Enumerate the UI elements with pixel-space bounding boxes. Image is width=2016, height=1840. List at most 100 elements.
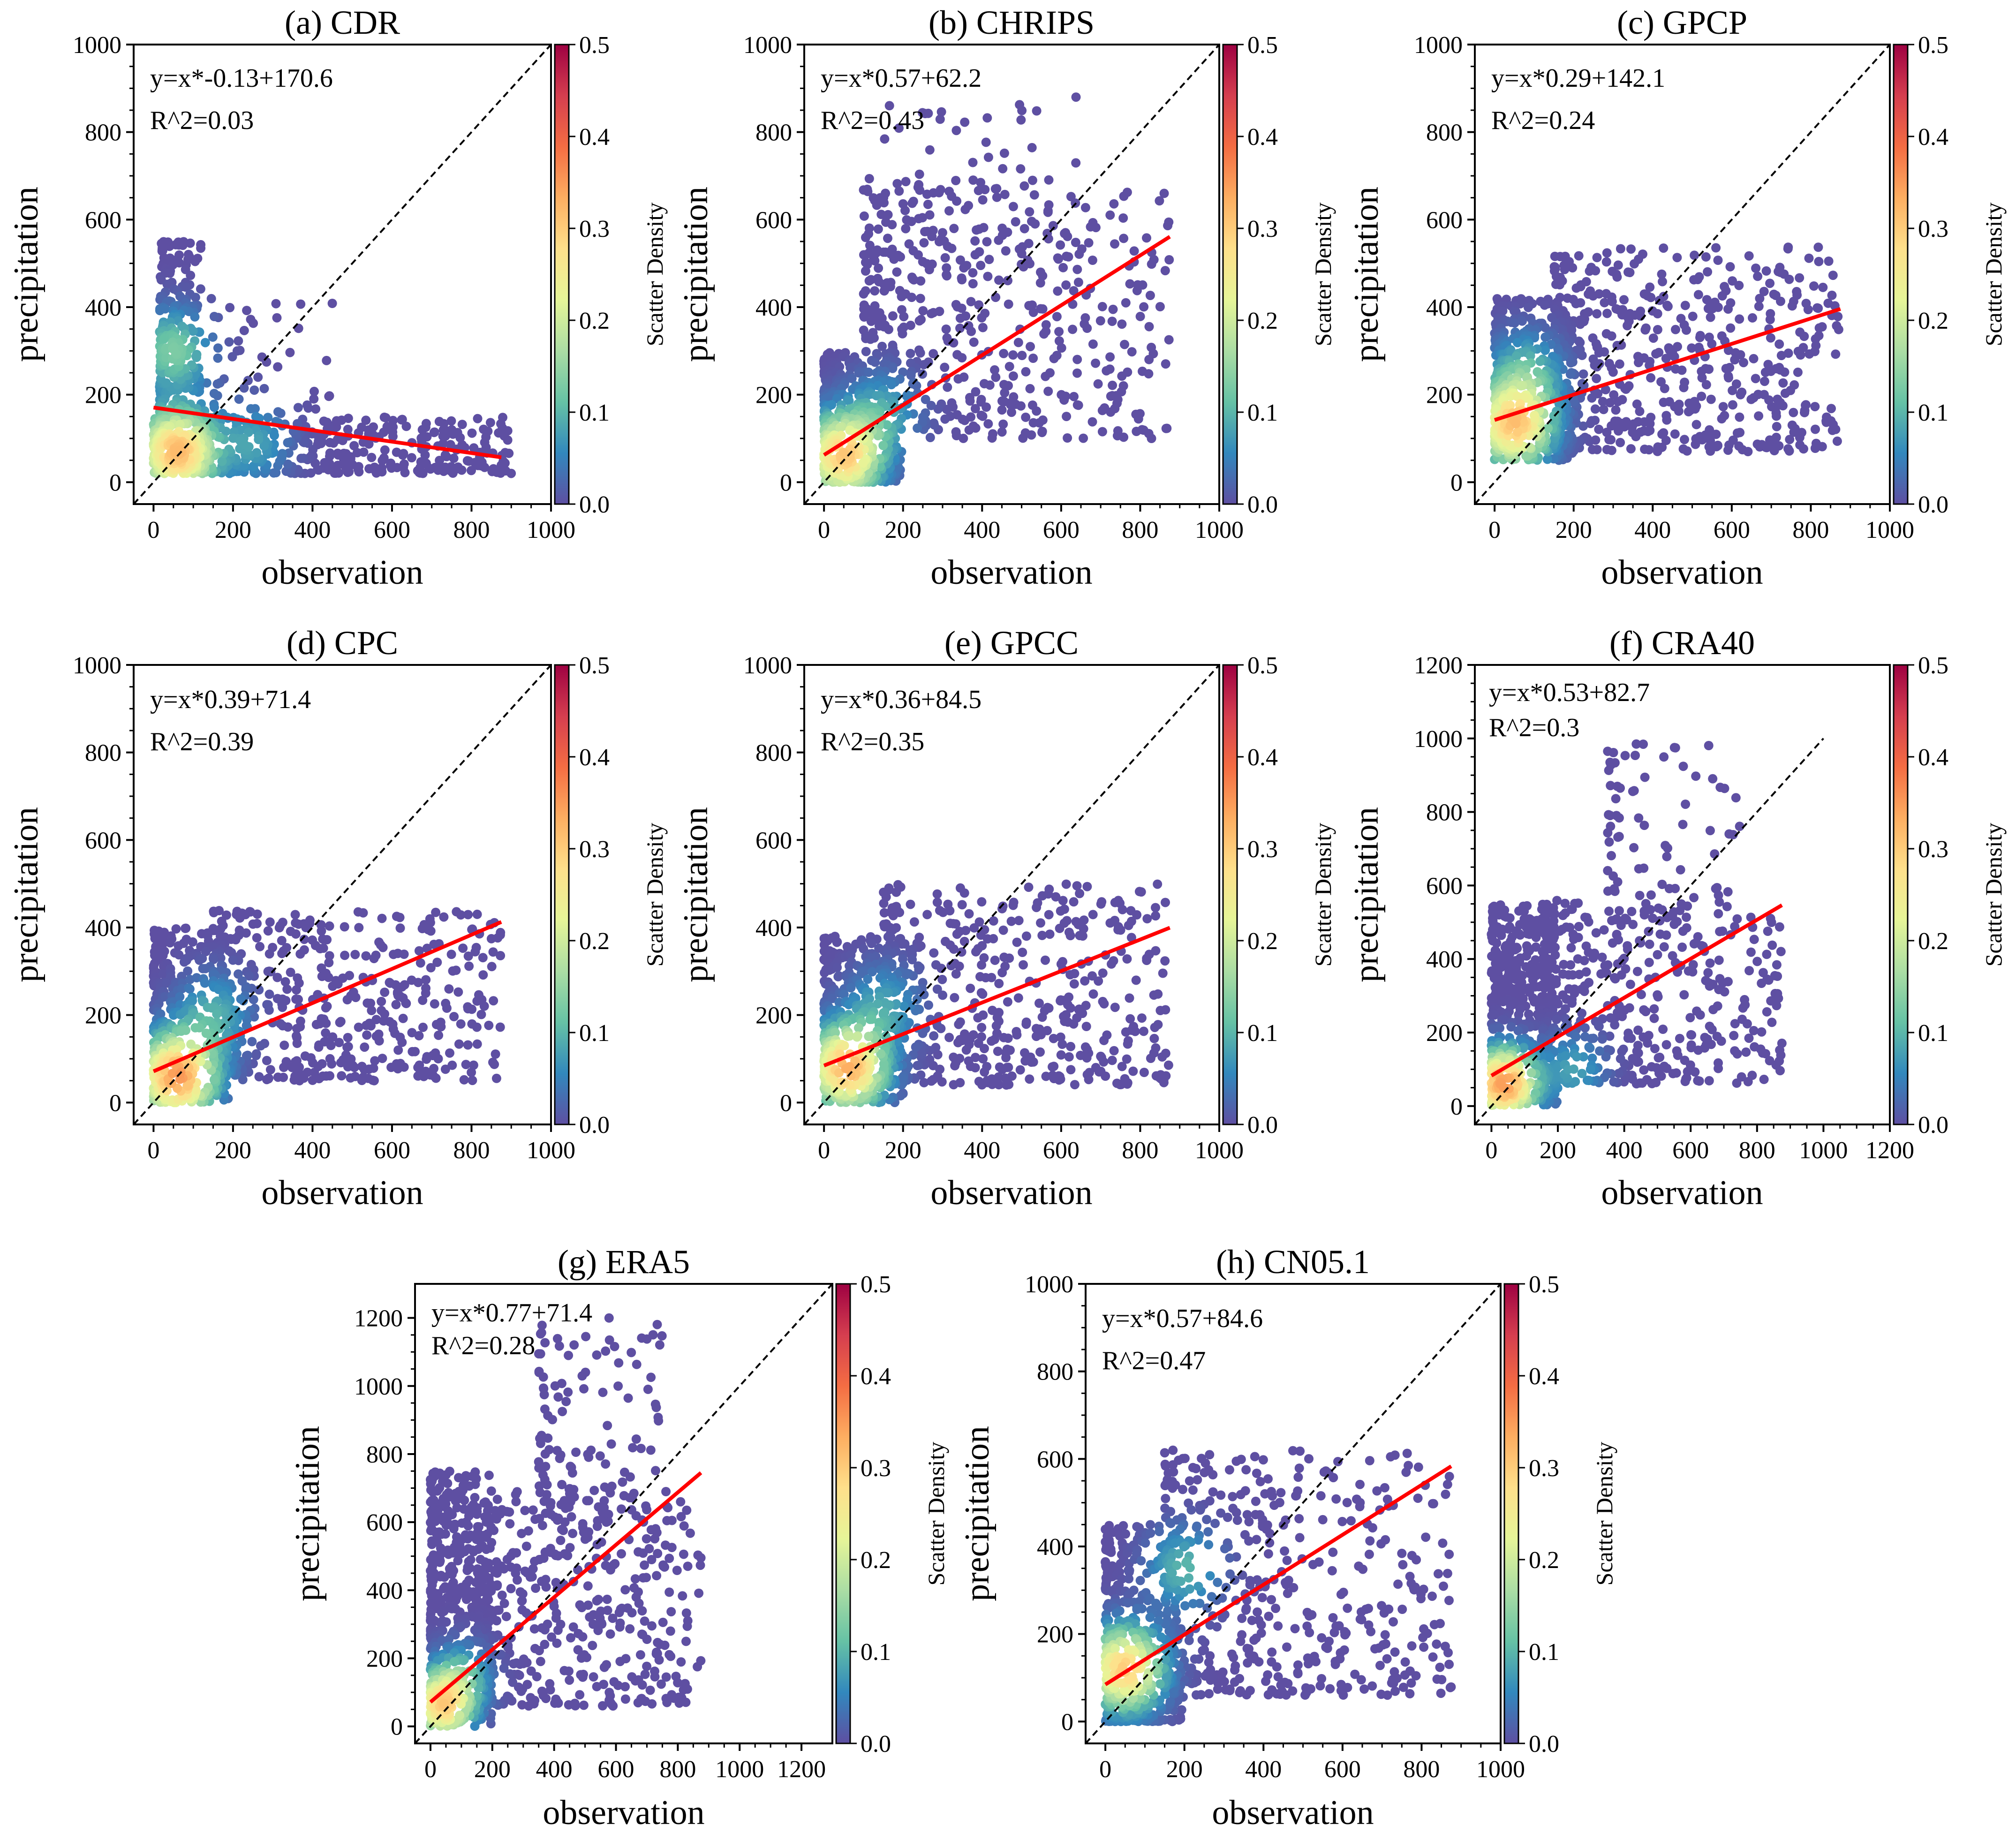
- panel-2-point: [1602, 248, 1612, 258]
- panel-1-point: [1000, 189, 1010, 199]
- panel-3-point: [265, 917, 275, 927]
- panel-2-point: [1728, 385, 1737, 395]
- panel-4-point: [1058, 896, 1068, 905]
- panel-1-point: [915, 185, 925, 195]
- panel-4-point: [964, 1056, 974, 1066]
- panel-3-colorbar-tick-label: 0.2: [579, 928, 610, 955]
- panel-3-point: [463, 1040, 473, 1050]
- panel-2-point: [1800, 407, 1809, 417]
- panel-1-point: [1138, 366, 1147, 376]
- panel-1-point: [951, 427, 961, 437]
- panel-0-point: [435, 456, 445, 465]
- panel-4-point: [929, 1031, 939, 1041]
- panel-2-point: [1646, 373, 1656, 383]
- panel-2-point: [1540, 346, 1550, 355]
- panel-3-point: [414, 946, 424, 956]
- panel-3-xtick-label: 600: [374, 1137, 410, 1164]
- panel-4-point: [1163, 1060, 1173, 1070]
- panel-3-point: [201, 964, 210, 973]
- panel-4-point: [1021, 1019, 1031, 1029]
- panel-4-point: [1045, 929, 1055, 939]
- panel-2-point: [1760, 368, 1770, 377]
- panel-2-point: [1810, 444, 1820, 453]
- panel-1-point: [1135, 311, 1145, 321]
- panel-3-point: [286, 927, 295, 936]
- panel-1-point: [1035, 278, 1045, 288]
- panel-1-point: [1160, 266, 1170, 276]
- panel-0-point: [200, 338, 210, 347]
- panel-3-point: [251, 1049, 261, 1059]
- panel-4-point: [891, 887, 901, 897]
- panel-4-point: [931, 960, 941, 970]
- panel-2-point: [1601, 289, 1611, 299]
- panel-2-point: [1626, 244, 1636, 254]
- panel-1-point: [1120, 339, 1129, 349]
- panel-1-point: [1163, 221, 1173, 231]
- panel-2-point: [1590, 404, 1600, 414]
- panel-1-point: [918, 306, 928, 316]
- panel-4-point: [1113, 925, 1123, 935]
- panel-3-point: [470, 947, 480, 957]
- panel-3-point: [252, 933, 262, 943]
- panel-2-colorbar-tick-label: 0.1: [1918, 400, 1948, 426]
- panel-4-point: [1126, 933, 1136, 943]
- panel-2-point: [1511, 351, 1521, 361]
- panel-3-point: [362, 1030, 372, 1040]
- panel-4-point: [1099, 1035, 1109, 1045]
- panel-2-point: [1814, 256, 1824, 266]
- panel-4-point: [897, 939, 907, 949]
- panel-1-point: [1119, 234, 1129, 243]
- panel-4-point: [1056, 906, 1065, 916]
- panel-2-point: [1711, 243, 1721, 253]
- panel-3-point: [308, 1075, 317, 1085]
- panel-3-point: [295, 1016, 305, 1026]
- panel-4-point: [1158, 968, 1168, 978]
- panel-1-point: [1110, 239, 1119, 249]
- panel-3-point: [371, 1015, 381, 1025]
- panel-2-point: [1542, 454, 1552, 464]
- panel-0-point: [165, 268, 175, 278]
- panel-4-point: [1091, 1063, 1101, 1072]
- panel-0-point: [434, 416, 444, 426]
- panel-1-point: [976, 178, 986, 188]
- panel-0-colorbar: 0.00.10.20.30.40.5: [554, 32, 610, 518]
- panel-0-point: [413, 466, 423, 475]
- panel-4-point: [994, 979, 1004, 988]
- panel-2-point: [1623, 267, 1633, 277]
- panel-1-point: [888, 311, 898, 321]
- panel-2-point: [1812, 303, 1822, 313]
- panel-1-point: [983, 152, 993, 162]
- panel-3-point: [432, 958, 442, 967]
- panel-1-point: [835, 423, 845, 433]
- panel-0-point: [330, 464, 340, 474]
- panel-3-ytick-label: 0: [109, 1090, 121, 1116]
- panel-4-point: [833, 972, 843, 981]
- panel-1-point: [1074, 249, 1084, 259]
- panel-1-colorbar-tick-label: 0.3: [1247, 216, 1278, 242]
- panel-4-point: [1131, 975, 1141, 985]
- panel-3-point: [158, 950, 168, 960]
- panel-0-point: [386, 458, 396, 468]
- panel-0-point: [246, 404, 256, 414]
- panel-0-point: [445, 440, 455, 450]
- panel-3-identity-line: [133, 664, 552, 1125]
- panel-2-xtick-label: 200: [1555, 517, 1592, 543]
- panel-4-point: [1048, 1062, 1057, 1072]
- panel-1-point: [1026, 342, 1035, 352]
- panel-4-point: [1142, 914, 1152, 924]
- panel-1-point: [982, 237, 992, 247]
- panel-1-point: [864, 174, 874, 183]
- panel-3-fit-line: [152, 920, 502, 1073]
- panel-1-point: [1108, 380, 1117, 390]
- panel-2-point: [1827, 290, 1837, 300]
- panel-3-point: [182, 1080, 192, 1090]
- panel-1-point: [1131, 409, 1141, 419]
- panel-1-point: [994, 235, 1004, 245]
- panel-3-point: [337, 1071, 347, 1081]
- panel-0-point: [469, 443, 479, 453]
- panel-3-point: [342, 1042, 352, 1052]
- panel-0-point: [397, 415, 407, 425]
- panel-3-point: [216, 953, 226, 963]
- panel-4-point: [1031, 1024, 1041, 1033]
- panel-1-ylabel: precipitation: [677, 187, 715, 362]
